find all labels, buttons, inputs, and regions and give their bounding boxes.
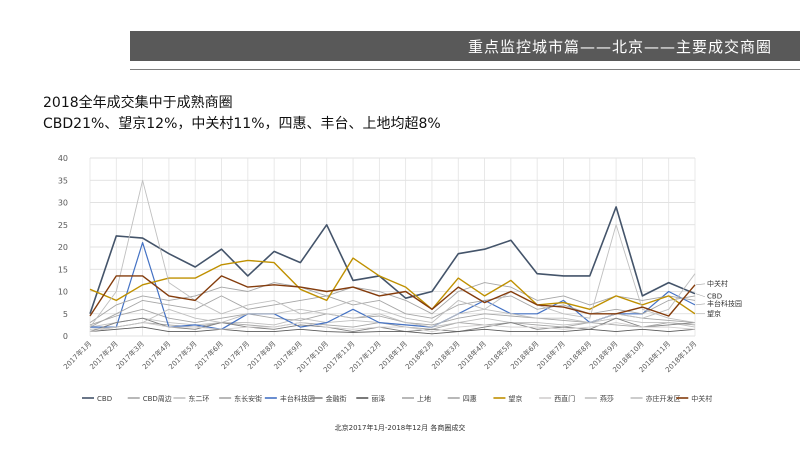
headline-block: 2018全年成交集中于成熟商圈 CBD21%、望京12%，中关村11%，四惠、丰… — [43, 93, 441, 135]
legend-label: 东二环 — [188, 394, 209, 403]
series-line — [89, 257, 696, 315]
y-tick-label: 5 — [63, 310, 68, 319]
series-end-label: 中关村 — [707, 279, 728, 288]
legend-label: 上地 — [417, 394, 431, 403]
y-tick-label: 10 — [58, 288, 68, 297]
legend-label: 金融街 — [326, 394, 347, 403]
legend-label: 四惠 — [463, 394, 477, 403]
series-line — [89, 275, 696, 317]
y-tick-label: 30 — [58, 199, 68, 208]
series-line — [89, 317, 696, 333]
legend-label: 东长安街 — [234, 394, 262, 403]
legend-label: CBD周边 — [143, 394, 172, 403]
legend-label: 西直门 — [554, 394, 575, 403]
legend-label: 燕莎 — [600, 394, 614, 403]
page-title: 重点监控城市篇——北京——主要成交商圈 — [467, 38, 772, 56]
legend-label: 丰台科技园 — [280, 394, 315, 403]
series-line — [89, 322, 696, 333]
headline-line-2: CBD21%、望京12%，中关村11%，四惠、丰台、上地均超8% — [43, 116, 441, 132]
series-line — [89, 295, 696, 328]
series-end-label: CBD — [707, 293, 722, 301]
legend-label: 亦庄开发区 — [646, 394, 681, 403]
series-line — [90, 242, 696, 330]
series-line — [89, 179, 696, 328]
legend-label: 中关村 — [691, 394, 712, 403]
y-tick-label: 35 — [58, 176, 68, 185]
line-chart: 05101520253035402017年1月2017年2月2017年3月201… — [58, 154, 742, 403]
end-label-leader — [695, 283, 706, 286]
legend-label: 丽泽 — [371, 395, 385, 403]
y-tick-label: 40 — [58, 154, 68, 163]
legend-label: 望京 — [508, 394, 522, 403]
headline-line-1: 2018全年成交集中于成熟商圈 — [43, 95, 233, 111]
y-tick-label: 25 — [58, 221, 68, 230]
series-line — [89, 273, 696, 330]
y-tick-label: 20 — [58, 243, 68, 252]
y-tick-label: 0 — [63, 332, 68, 341]
series-end-label: 丰台科技园 — [707, 299, 742, 308]
y-tick-label: 15 — [58, 265, 68, 274]
chart-source-note: 北京2017年1月-2018年12月 各商圈成交 — [334, 424, 466, 432]
header-divider — [130, 69, 800, 70]
header-bar: 重点监控城市篇——北京——主要成交商圈 — [130, 31, 800, 61]
series-end-label: 望京 — [707, 309, 721, 318]
end-label-leader — [695, 293, 706, 298]
legend-label: CBD — [97, 395, 112, 403]
end-label-leader — [695, 303, 706, 306]
series-line — [89, 206, 696, 315]
series-line — [89, 326, 696, 335]
